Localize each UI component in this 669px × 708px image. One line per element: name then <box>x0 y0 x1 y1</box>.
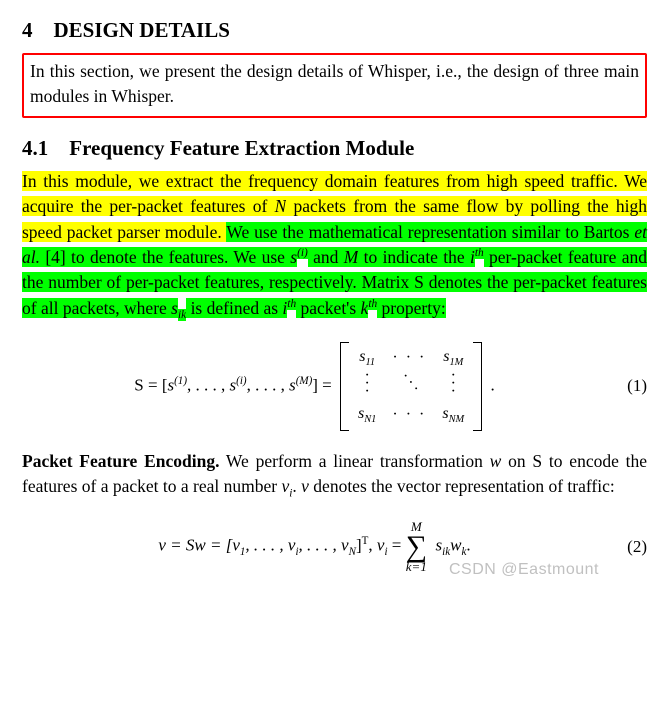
eq2-lhs: v = Sw = [v <box>158 536 240 555</box>
para2-lead: Packet Feature Encoding. <box>22 451 219 471</box>
equation-1-body: S = [s(1), . . . , s(i), . . . , s(M)] =… <box>22 342 607 431</box>
mNM-sub: NM <box>449 414 465 425</box>
eq1-lhs: S = [ <box>134 375 167 394</box>
hl-green-d: to indicate the <box>358 247 470 267</box>
equation-2-number: (2) <box>607 537 647 557</box>
m-ddots: · · · <box>398 370 420 397</box>
para2-c: . <box>292 476 301 496</box>
subsection-heading: 4.1 Frequency Feature Extraction Module <box>22 136 647 161</box>
m-top-dots: · · · <box>384 346 434 370</box>
para2-d: denotes the vector representation of tra… <box>309 476 615 496</box>
m-vdots-r: ··· <box>451 372 456 396</box>
eq2-sum: M ∑ k=1 <box>406 520 427 573</box>
hl-green-c: and <box>308 247 344 267</box>
mN1-sub: N1 <box>364 414 376 425</box>
eq2-term-s-sub: ik <box>442 546 450 558</box>
sigma-icon: ∑ <box>406 533 427 560</box>
hl-green-g: packet's <box>296 298 360 318</box>
eq1-sM: s <box>289 375 296 394</box>
equation-1: S = [s(1), . . . , s(i), . . . , s(M)] =… <box>22 342 647 431</box>
equation-2: v = Sw = [v1, . . . , vi, . . . , vN]T, … <box>22 520 647 573</box>
hl-green-h: property: <box>377 298 446 318</box>
sym-sik-sub: ik <box>178 309 186 321</box>
section-number: 4 <box>22 18 33 42</box>
eq2-period: . <box>466 536 470 555</box>
highlighted-paragraph: In this module, we extract the frequency… <box>22 169 647 324</box>
sym-th3: th <box>368 298 377 310</box>
subsection-number: 4.1 <box>22 136 48 160</box>
para2-v: v <box>301 476 309 496</box>
eq1-eM: (M) <box>296 375 313 387</box>
eq2-eq: = <box>388 536 406 555</box>
intro-red-box: In this section, we present the design d… <box>22 53 647 118</box>
eq1-period: . <box>490 375 494 394</box>
sym-th: th <box>475 247 484 259</box>
equation-1-number: (1) <box>607 376 647 396</box>
eq2-comma: , <box>368 536 377 555</box>
sym-th2: th <box>287 298 296 310</box>
hl-green-f: is defined as <box>186 298 282 318</box>
para2-w: w <box>490 451 502 471</box>
sym-s-exp: (i) <box>297 247 308 259</box>
hl-yellow-N: N <box>275 196 287 216</box>
m-bot-dots: · · · <box>384 403 434 427</box>
equation-2-body: v = Sw = [v1, . . . , vi, . . . , vN]T, … <box>22 520 607 573</box>
m-vdots-l: ··· <box>365 372 370 396</box>
eq2-subN: N <box>349 546 356 558</box>
section-heading: 4 DESIGN DETAILS <box>22 18 647 43</box>
eq2-mid1: , . . . , v <box>245 536 295 555</box>
eq1-rhsclose: ] = <box>312 375 336 394</box>
sym-M: M <box>344 247 359 267</box>
para2-a: We perform a linear transformation <box>219 451 489 471</box>
eq2-term-w: w <box>450 536 461 555</box>
eq1-mid1: , . . . , <box>187 375 230 394</box>
section-title: DESIGN DETAILS <box>54 18 230 42</box>
sym-sik-s: s <box>171 298 178 318</box>
subsection-title: Frequency Feature Extraction Module <box>69 136 414 160</box>
eq1-ei: (i) <box>236 375 246 387</box>
hl-green-b: [4] to denote the features. We use <box>40 247 290 267</box>
eq1-matrix: s11 · · · s1M ··· · · · ··· sN1 · · · sN… <box>340 342 482 431</box>
hl-green-a: We use the mathematical representation s… <box>226 222 634 242</box>
packet-encoding-paragraph: Packet Feature Encoding. We perform a li… <box>22 449 647 502</box>
eq1-e1: (1) <box>174 375 187 387</box>
intro-paragraph: In this section, we present the design d… <box>30 59 639 110</box>
eq2-mid2: , . . . , v <box>299 536 349 555</box>
eq2-sum-bot: k=1 <box>406 560 427 573</box>
eq1-mid2: , . . . , <box>247 375 290 394</box>
